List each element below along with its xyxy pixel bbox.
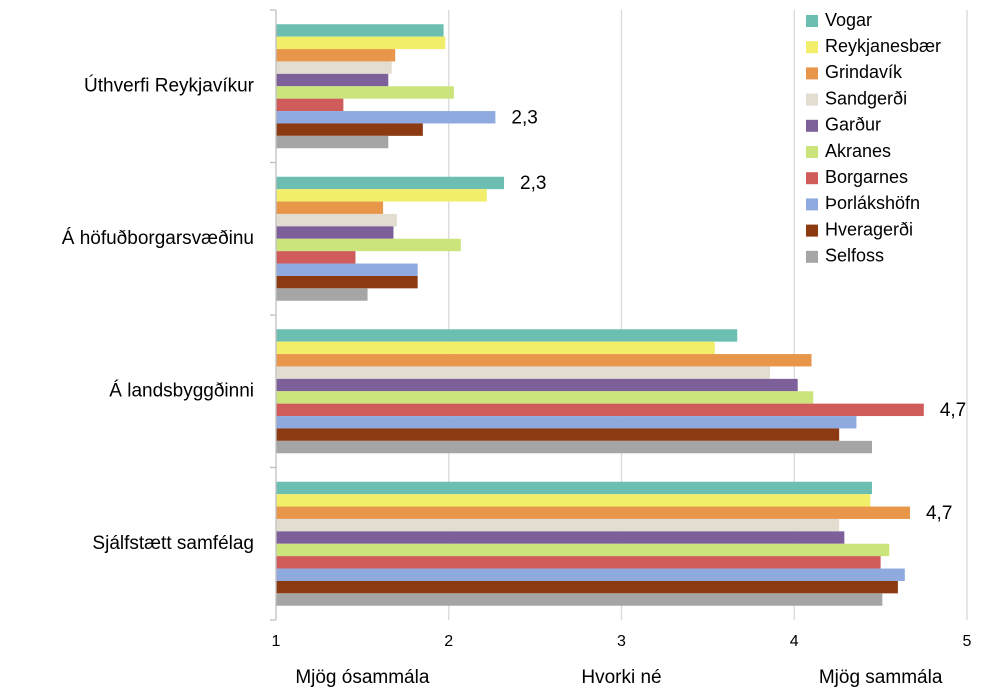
bar-1-7 bbox=[276, 98, 344, 112]
bar-4-10 bbox=[276, 593, 883, 606]
bar-4-4 bbox=[276, 518, 840, 532]
bar-1-3 bbox=[276, 49, 396, 62]
bar-2-7 bbox=[276, 251, 356, 264]
legend-label-9: Hveragerði bbox=[825, 219, 913, 239]
bar-2-6 bbox=[276, 238, 461, 252]
bar-1-1 bbox=[276, 24, 444, 37]
legend-label-7: Borgarnes bbox=[825, 167, 908, 187]
bar-3-7 bbox=[276, 403, 924, 417]
legend-label-5: Garður bbox=[825, 115, 881, 135]
bar-1-2 bbox=[276, 36, 446, 50]
legend-swatch-1 bbox=[806, 15, 818, 27]
bar-4-5 bbox=[276, 531, 845, 544]
bar-2-9 bbox=[276, 275, 418, 289]
bar-2-8 bbox=[276, 263, 418, 276]
bar-4-1 bbox=[276, 481, 872, 495]
bar-3-10 bbox=[276, 440, 872, 454]
bar-2-10 bbox=[276, 288, 368, 301]
category-label-2: Á höfuðborgarsvæðinu bbox=[62, 228, 254, 249]
legend-swatch-9 bbox=[806, 224, 818, 237]
bar-3-3 bbox=[276, 354, 812, 367]
x-tick-label-2: 2 bbox=[444, 633, 453, 650]
bar-3-2 bbox=[276, 341, 715, 355]
bar-2-1 bbox=[276, 176, 505, 190]
x-tick-label-5: 5 bbox=[963, 633, 972, 650]
bar-1-6 bbox=[276, 86, 454, 99]
data-label-2: 2,3 bbox=[520, 173, 546, 194]
data-label-3: 4,7 bbox=[940, 400, 966, 421]
legend-label-3: Grindavík bbox=[825, 62, 903, 82]
bars: 2,3 2,3 4,7 4,7 bbox=[276, 24, 966, 606]
legend-swatch-5 bbox=[806, 119, 818, 132]
legend-label-8: Þorlákshöfn bbox=[825, 193, 920, 213]
bar-3-5 bbox=[276, 378, 798, 392]
bar-1-4 bbox=[276, 61, 392, 74]
legend-label-1: Vogar bbox=[825, 10, 872, 30]
bar-3-4 bbox=[276, 366, 771, 379]
bar-3-6 bbox=[276, 391, 814, 404]
x-tick-label-3: 3 bbox=[617, 633, 626, 650]
bar-4-7 bbox=[276, 556, 881, 569]
legend-swatch-6 bbox=[806, 146, 818, 158]
category-label-1: Úthverfi Reykjavíkur bbox=[84, 74, 255, 96]
bar-1-8 bbox=[276, 111, 496, 124]
bar-4-2 bbox=[276, 494, 871, 507]
bar-1-9 bbox=[276, 123, 423, 136]
bar-4-6 bbox=[276, 543, 890, 557]
legend-swatch-2 bbox=[806, 41, 818, 54]
legend-swatch-8 bbox=[806, 198, 818, 211]
bar-1-10 bbox=[276, 135, 389, 149]
legend-label-4: Sandgerði bbox=[825, 88, 907, 108]
x-sublabel-3: Mjög sammála bbox=[819, 667, 943, 688]
bar-3-8 bbox=[276, 416, 857, 429]
legend-swatch-10 bbox=[806, 250, 818, 263]
x-tick-label-1: 1 bbox=[272, 633, 281, 650]
legend-label-2: Reykjanesbær bbox=[825, 36, 941, 56]
bar-3-9 bbox=[276, 428, 840, 441]
bar-4-8 bbox=[276, 568, 905, 581]
bar-2-3 bbox=[276, 201, 384, 214]
legend: Vogar Reykjanesbær Grindavík Sandgerði Garðu… bbox=[806, 10, 941, 266]
legend-label-6: Akranes bbox=[825, 141, 891, 161]
x-sublabel-2: Hvorki né bbox=[581, 667, 661, 688]
category-label-3: Á landsbyggðinni bbox=[109, 380, 254, 401]
legend-label-10: Selfoss bbox=[825, 246, 884, 266]
bar-4-3 bbox=[276, 506, 910, 519]
bar-2-4 bbox=[276, 213, 397, 227]
legend-swatch-7 bbox=[806, 172, 818, 185]
axes: Úthverfi Reykjavíkur Á höfuðborgarsvæðinu… bbox=[62, 9, 972, 688]
legend-swatch-3 bbox=[806, 67, 818, 80]
data-label-1: 2,3 bbox=[511, 107, 537, 128]
bar-3-1 bbox=[276, 329, 738, 342]
category-label-4: Sjálfstætt samfélag bbox=[92, 533, 254, 554]
bar-1-5 bbox=[276, 73, 389, 87]
x-sublabel-1: Mjög ósammála bbox=[295, 667, 430, 688]
x-tick-label-4: 4 bbox=[790, 633, 799, 650]
data-label-4: 4,7 bbox=[926, 503, 952, 524]
bar-4-9 bbox=[276, 580, 898, 594]
legend-swatch-4 bbox=[806, 93, 818, 106]
bar-2-5 bbox=[276, 226, 394, 239]
bar-2-2 bbox=[276, 189, 487, 202]
